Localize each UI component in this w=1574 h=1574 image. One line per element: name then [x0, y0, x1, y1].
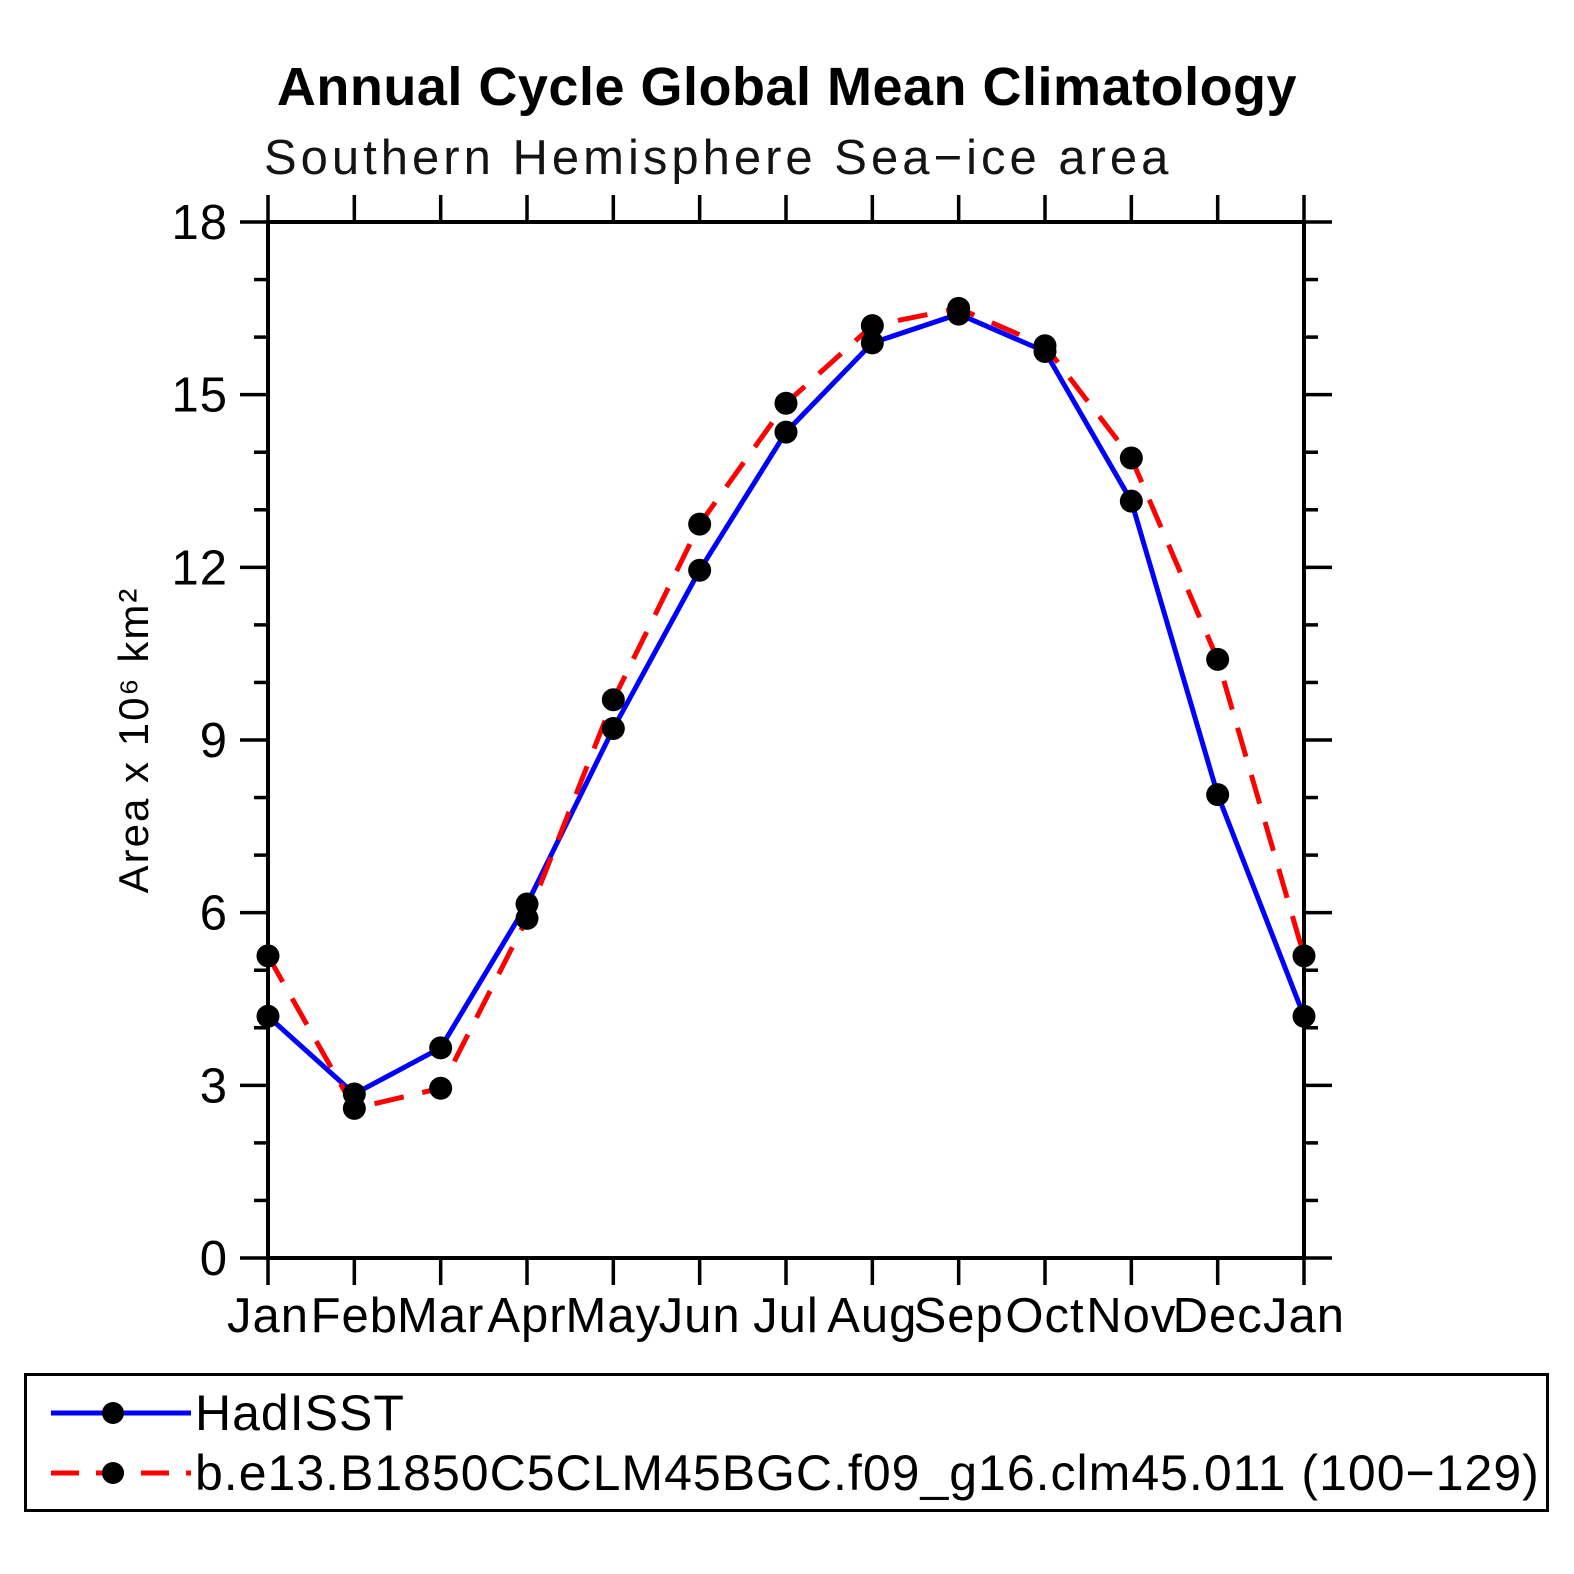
y-tick-label: 6	[200, 887, 228, 941]
data-point-marker-1	[860, 314, 884, 338]
x-tick-label: Mar	[397, 1289, 484, 1343]
plot-frame	[266, 220, 1306, 1260]
legend-marker-icon	[102, 1402, 124, 1424]
data-point-marker-1	[774, 391, 798, 415]
x-tick-label: May	[566, 1289, 662, 1343]
x-tick-label: Dec	[1173, 1289, 1263, 1343]
data-point-marker-0	[256, 1004, 280, 1028]
x-tick-label: Jul	[753, 1289, 819, 1343]
data-point-marker-0	[429, 1036, 453, 1060]
legend-marker-icon	[102, 1462, 124, 1484]
x-tick-label: Feb	[311, 1289, 398, 1343]
x-tick-label: Jan	[227, 1289, 309, 1343]
data-point-marker-0	[774, 420, 798, 444]
legend-item-0: HadISST	[39, 1383, 1546, 1443]
y-tick-label: 18	[171, 196, 228, 250]
chart-title: Annual Cycle Global Mean Climatology	[276, 57, 1298, 117]
x-tick-label: Aug	[827, 1289, 917, 1343]
x-tick-label: Jan	[1263, 1289, 1345, 1343]
y-tick-label: 3	[200, 1059, 228, 1113]
legend-line-sample-1	[51, 1462, 191, 1484]
legend-item-label-0: HadISST	[195, 1385, 405, 1441]
data-point-marker-0	[601, 716, 625, 740]
data-point-marker-0	[860, 331, 884, 355]
y-tick-label: 0	[200, 1232, 228, 1286]
legend-rows: HadISST b.e13.B1850C5CLM45BGC.f09_g16.clm…	[39, 1383, 1546, 1503]
data-point-marker-1	[429, 1076, 453, 1100]
data-point-marker-1	[342, 1096, 366, 1120]
data-point-marker-1	[1033, 334, 1057, 358]
x-tick-label: Sep	[914, 1289, 1004, 1343]
x-tick-label: Oct	[1005, 1289, 1084, 1343]
data-point-marker-1	[1206, 647, 1230, 671]
chart-subtitle: Southern Hemisphere Sea−ice area	[264, 131, 1173, 185]
y-axis-label: Area x 10⁶ km²	[110, 587, 157, 894]
legend-line-sample-0	[51, 1402, 191, 1424]
data-point-marker-1	[601, 688, 625, 712]
data-point-marker-1	[515, 906, 539, 930]
x-tick-label: Apr	[487, 1289, 566, 1343]
legend-item-label-1: b.e13.B1850C5CLM45BGC.f09_g16.clm45.011 …	[195, 1445, 1540, 1501]
data-point-marker-0	[688, 558, 712, 582]
data-point-marker-1	[1292, 944, 1316, 968]
y-tick-label: 9	[200, 714, 228, 768]
x-tick-label: Jun	[659, 1289, 741, 1343]
data-point-marker-0	[1206, 783, 1230, 807]
data-point-marker-1	[1119, 446, 1143, 470]
legend-item-1: b.e13.B1850C5CLM45BGC.f09_g16.clm45.011 …	[39, 1443, 1546, 1503]
x-tick-label: Nov	[1086, 1289, 1176, 1343]
data-point-marker-1	[688, 512, 712, 536]
data-point-marker-1	[256, 944, 280, 968]
data-point-marker-1	[947, 296, 971, 320]
data-point-marker-0	[1292, 1004, 1316, 1028]
legend-box: HadISST b.e13.B1850C5CLM45BGC.f09_g16.clm…	[24, 1373, 1549, 1512]
y-tick-label: 12	[171, 541, 228, 595]
data-point-marker-0	[1119, 489, 1143, 513]
y-tick-label: 15	[171, 369, 228, 423]
